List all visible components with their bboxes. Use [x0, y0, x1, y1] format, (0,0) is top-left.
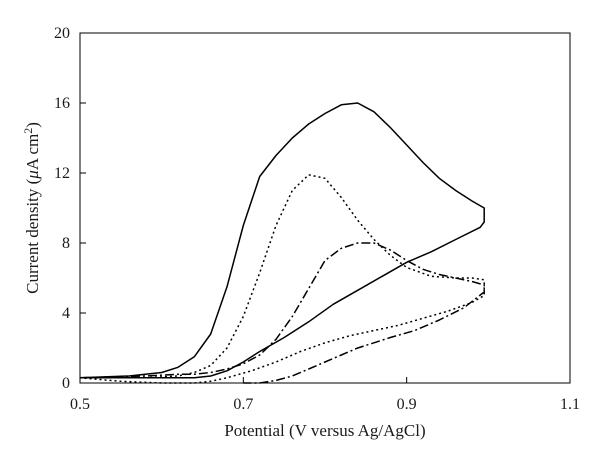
series-dashdot-line — [79, 242, 485, 384]
y-axis-title-suffix: ) — [23, 122, 42, 128]
y-axis-title-prefix: Current density ( — [23, 178, 42, 294]
x-tick-label: 0.5 — [70, 396, 90, 413]
y-axis-ticks — [80, 32, 86, 384]
x-tick-label: 0.7 — [233, 396, 253, 413]
x-tick-label: 0.9 — [397, 396, 417, 413]
y-axis-title-mu: μ — [23, 170, 42, 180]
y-tick-label: 12 — [54, 165, 70, 182]
plot-frame — [79, 32, 571, 384]
series-solid-line — [79, 102, 485, 379]
y-tick-label: 20 — [54, 25, 70, 42]
y-tick-label: 0 — [62, 375, 70, 392]
series-group — [79, 102, 485, 384]
y-tick-label: 16 — [54, 95, 70, 112]
x-axis-title: Potential (V versus Ag/AgCl) — [224, 421, 425, 440]
y-tick-label: 4 — [62, 305, 70, 322]
x-axis-tick-labels: 0.5 0.7 0.9 1.1 — [70, 396, 580, 413]
x-tick-label: 1.1 — [560, 396, 580, 413]
y-tick-label: 8 — [62, 235, 70, 252]
series-dotted-line — [79, 174, 485, 384]
y-axis-tick-labels: 0 4 8 12 16 20 — [54, 25, 70, 392]
y-axis-title-unit: A cm — [23, 134, 42, 170]
y-axis-title: Current density (μA cm2) — [21, 122, 42, 294]
y-axis-title-superscript: 2 — [21, 128, 35, 134]
